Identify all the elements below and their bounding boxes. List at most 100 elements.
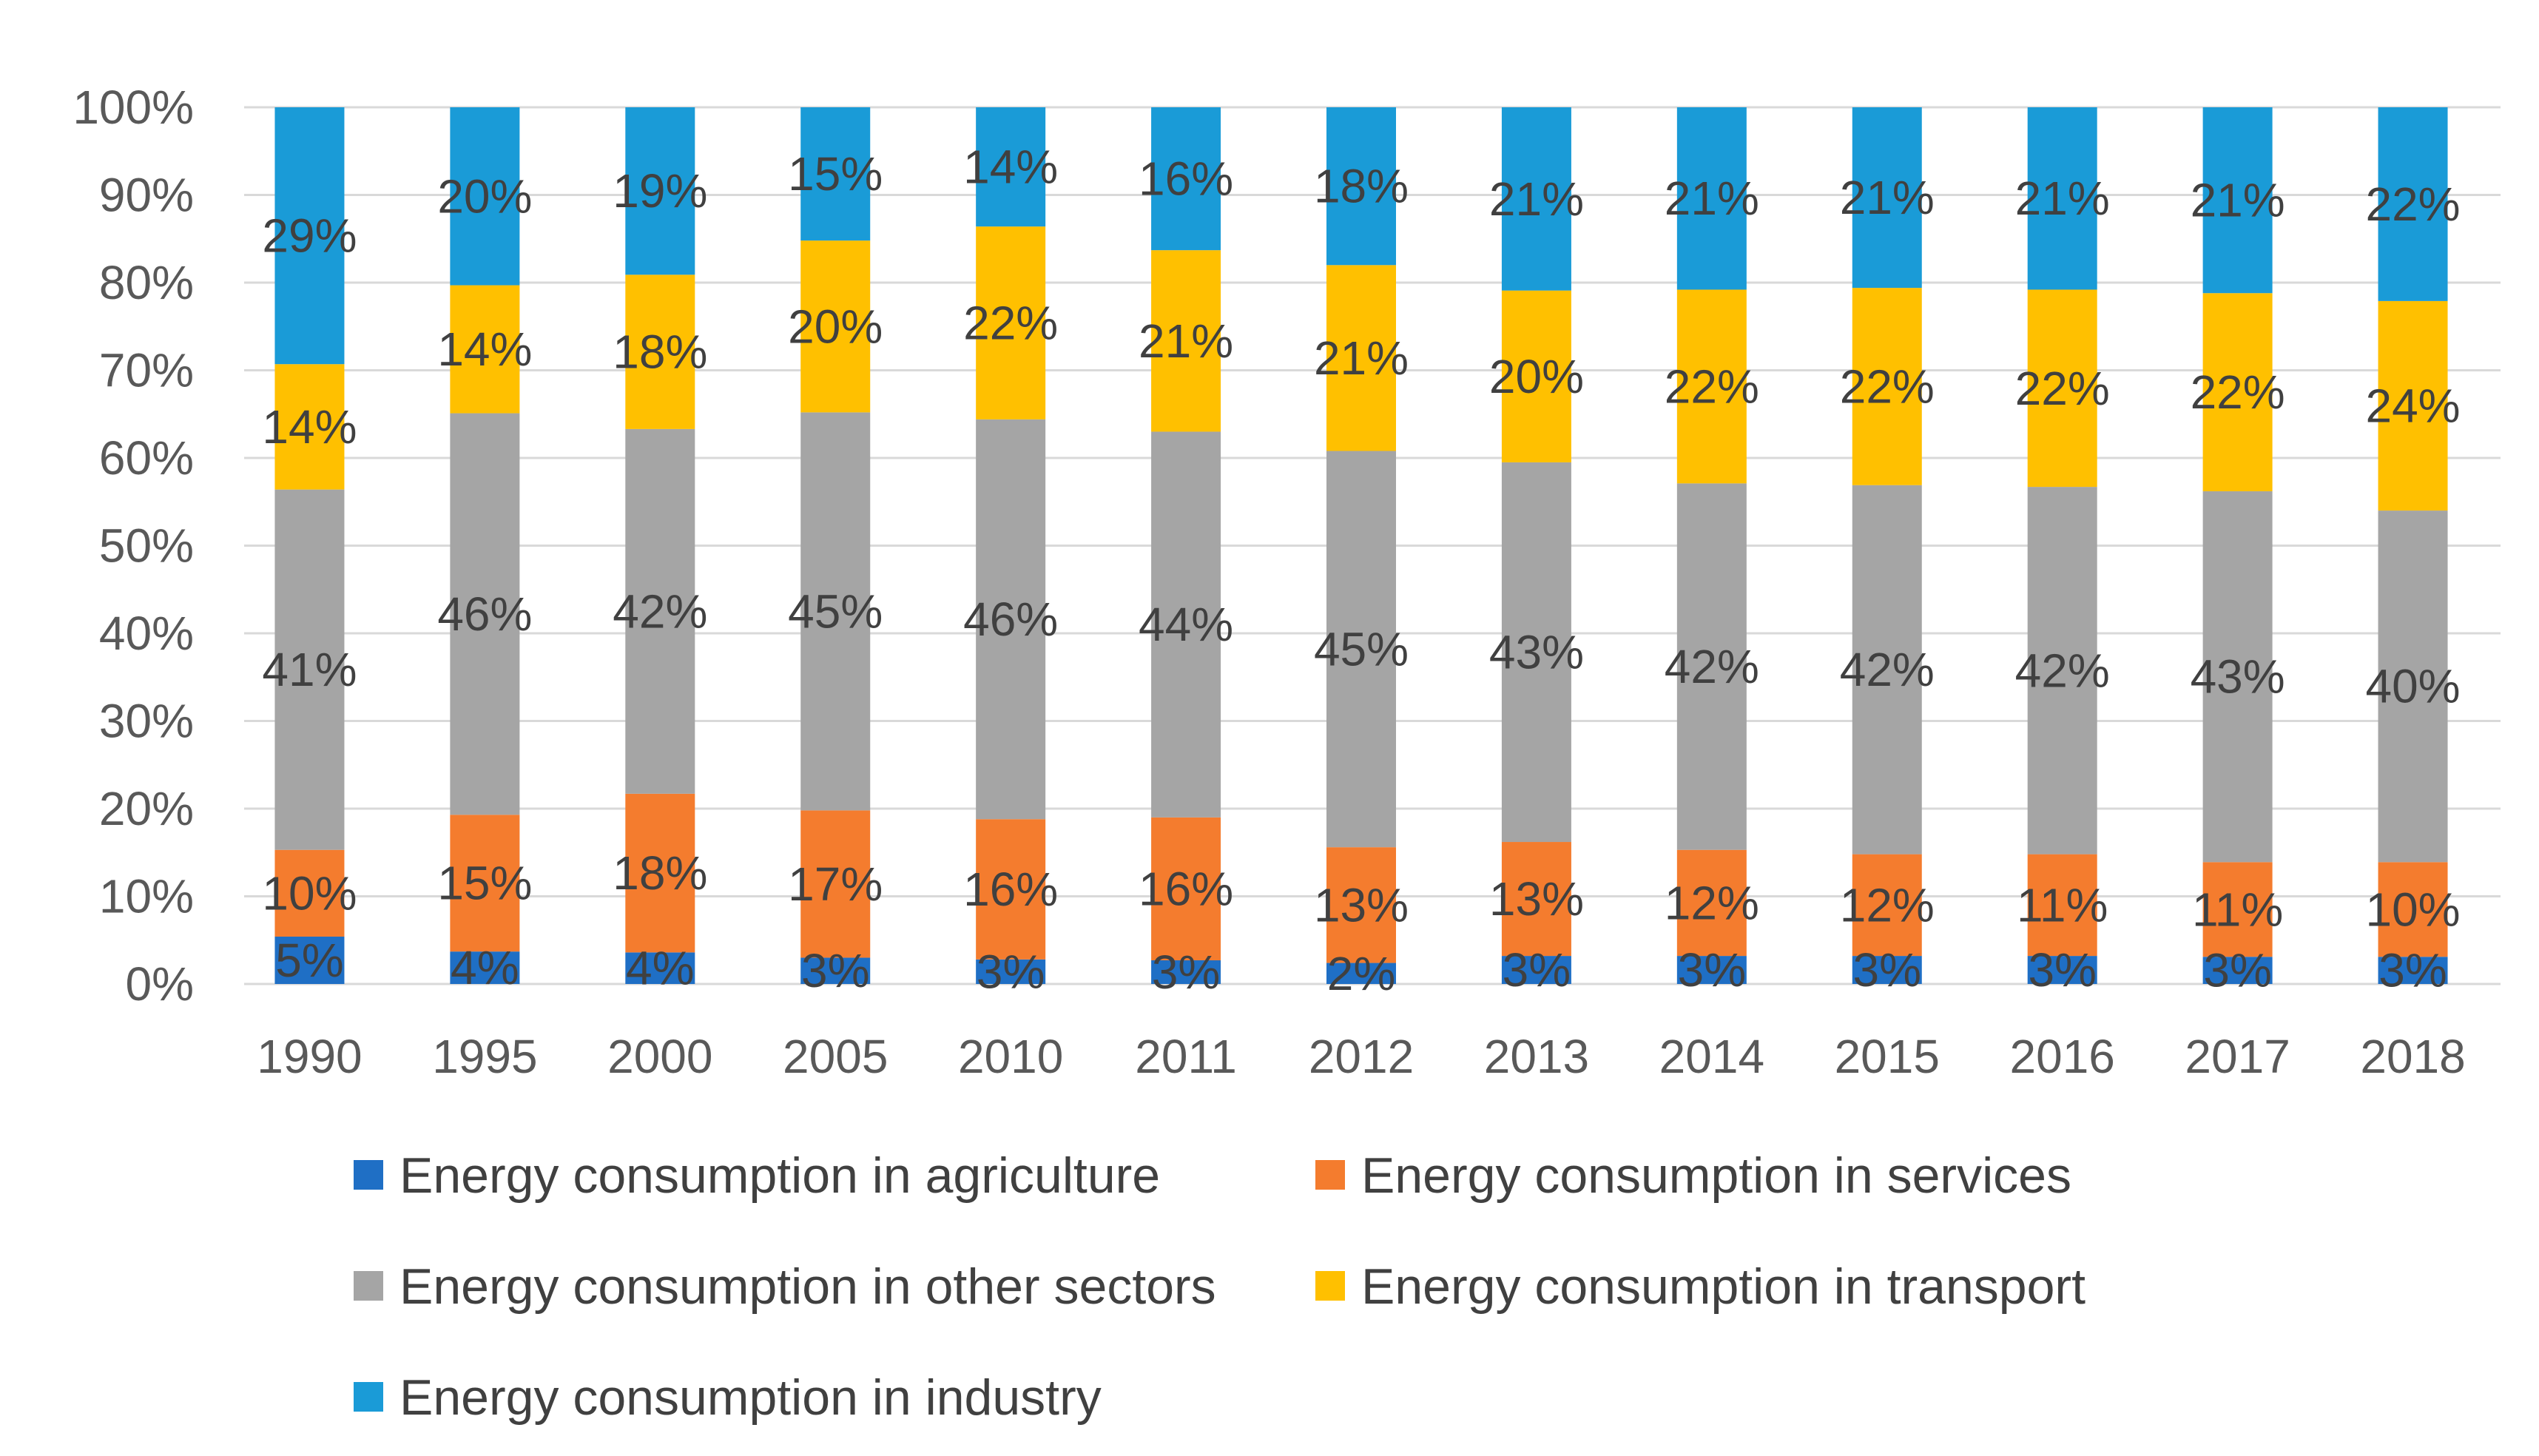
data-label: 22% bbox=[2365, 178, 2460, 231]
x-tick-label: 2017 bbox=[2185, 1030, 2290, 1083]
data-label: 5% bbox=[275, 934, 344, 987]
data-label: 3% bbox=[977, 945, 1045, 998]
bar-segment bbox=[976, 419, 1046, 820]
data-label: 16% bbox=[963, 863, 1058, 916]
legend-swatch bbox=[1315, 1160, 1345, 1190]
data-label: 3% bbox=[1152, 946, 1221, 999]
x-tick-label: 2011 bbox=[1135, 1030, 1237, 1083]
bar-segment bbox=[625, 793, 695, 953]
data-label: 21% bbox=[1314, 331, 1409, 385]
data-labels: 5% 10% 41% 14% 29% 4% 15% 46% 14% 20% 4% 18% 42% 18% 1… bbox=[262, 141, 2460, 1000]
bar-segment bbox=[2027, 289, 2097, 488]
x-tick-label: 2013 bbox=[1484, 1030, 1589, 1083]
data-label: 16% bbox=[1139, 152, 1233, 206]
data-label: 46% bbox=[437, 587, 532, 641]
bar-segment bbox=[1151, 107, 1221, 251]
data-label: 21% bbox=[1139, 314, 1233, 368]
data-label: 20% bbox=[788, 300, 883, 353]
y-tick-label: 80% bbox=[99, 256, 194, 309]
data-label: 4% bbox=[626, 942, 695, 995]
data-label: 12% bbox=[1665, 876, 1759, 929]
y-tick-label: 10% bbox=[99, 870, 194, 923]
data-label: 2% bbox=[1327, 947, 1396, 1000]
data-label: 3% bbox=[2378, 944, 2447, 997]
data-label: 43% bbox=[2191, 650, 2285, 704]
legend-swatch bbox=[354, 1160, 383, 1190]
bar-segment bbox=[1852, 485, 1922, 855]
y-tick-label: 50% bbox=[99, 519, 194, 573]
bar-segment bbox=[1326, 451, 1396, 848]
bar-segment bbox=[625, 428, 695, 794]
bar-segment bbox=[800, 957, 871, 984]
bar-segment bbox=[274, 489, 345, 850]
y-tick-label: 100% bbox=[73, 81, 194, 134]
data-label: 43% bbox=[1489, 625, 1584, 678]
y-tick-label: 20% bbox=[99, 782, 194, 835]
bar-segment bbox=[450, 951, 520, 984]
data-label: 13% bbox=[1314, 878, 1409, 931]
data-label: 4% bbox=[451, 941, 519, 994]
y-tick-label: 60% bbox=[99, 431, 194, 485]
bar-segment bbox=[1676, 956, 1747, 984]
bar-segment bbox=[1326, 107, 1396, 266]
bar-segment bbox=[1852, 288, 1922, 485]
x-tick-label: 1995 bbox=[432, 1030, 537, 1083]
data-label: 17% bbox=[788, 857, 883, 911]
bar-segment bbox=[2378, 300, 2448, 511]
data-label: 3% bbox=[801, 944, 870, 997]
data-label: 22% bbox=[2015, 362, 2110, 415]
bar-segment bbox=[625, 952, 695, 984]
data-label: 13% bbox=[1489, 872, 1584, 926]
bar-segment bbox=[2202, 491, 2273, 863]
data-label: 29% bbox=[262, 209, 357, 263]
bar-segment bbox=[1676, 483, 1747, 850]
bar-segment bbox=[274, 849, 345, 937]
data-label: 24% bbox=[2365, 379, 2460, 432]
bar-segment bbox=[1151, 817, 1221, 961]
data-label: 3% bbox=[2028, 943, 2097, 997]
bar-segment bbox=[2202, 957, 2273, 984]
x-tick-label: 1990 bbox=[257, 1030, 362, 1083]
data-label: 20% bbox=[437, 169, 532, 223]
bar-segment bbox=[2202, 862, 2273, 957]
bar-segment bbox=[1501, 956, 1571, 984]
data-label: 21% bbox=[1840, 171, 1935, 224]
data-label: 18% bbox=[613, 846, 707, 900]
data-label: 3% bbox=[1503, 943, 1571, 997]
data-label: 40% bbox=[2365, 660, 2460, 713]
bar-segment bbox=[976, 107, 1046, 227]
data-label: 15% bbox=[788, 147, 883, 200]
bar-segment bbox=[1151, 960, 1221, 984]
x-axis-tick-labels: 1990 1995 2000 2005 2010 2011 2012 2013 2014 2015… bbox=[257, 1030, 2465, 1083]
legend-label: Energy consumption in transport bbox=[1361, 1258, 2086, 1315]
bar-segment bbox=[274, 107, 345, 365]
bar-segment bbox=[1151, 431, 1221, 818]
data-label: 12% bbox=[1840, 878, 1935, 931]
bar-segment bbox=[2027, 854, 2097, 957]
bar-segment bbox=[2202, 293, 2273, 492]
data-label: 42% bbox=[1840, 643, 1935, 696]
y-tick-label: 90% bbox=[99, 169, 194, 222]
bar-segment bbox=[2202, 107, 2273, 294]
data-label: 45% bbox=[1314, 622, 1409, 675]
data-label: 3% bbox=[1853, 943, 1922, 997]
bar-segment bbox=[625, 274, 695, 429]
bar-segment bbox=[800, 240, 871, 413]
bar-segment bbox=[1501, 462, 1571, 843]
bar-segment bbox=[1326, 265, 1396, 451]
bar-segment bbox=[2378, 510, 2448, 863]
bar-segment bbox=[2378, 107, 2448, 301]
data-label: 3% bbox=[2203, 944, 2272, 997]
data-label: 42% bbox=[2015, 644, 2110, 697]
bars bbox=[274, 107, 2448, 984]
data-label: 11% bbox=[2017, 878, 2108, 931]
legend-swatch bbox=[354, 1271, 383, 1301]
y-tick-label: 30% bbox=[99, 695, 194, 748]
bar-segment bbox=[1501, 107, 1571, 291]
bar-segment bbox=[2027, 487, 2097, 855]
bar-segment bbox=[1501, 290, 1571, 462]
bar-segment bbox=[1676, 289, 1747, 484]
bar-segment bbox=[976, 819, 1046, 960]
bar-segment bbox=[450, 413, 520, 815]
legend-label: Energy consumption in agriculture bbox=[399, 1147, 1160, 1204]
